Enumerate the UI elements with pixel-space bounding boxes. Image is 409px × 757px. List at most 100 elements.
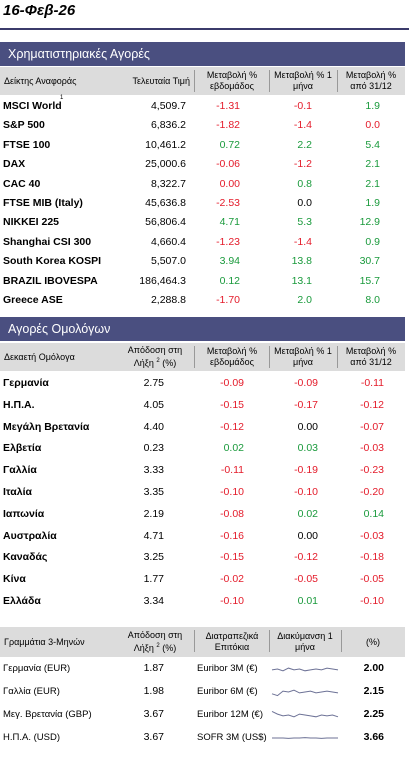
bills-header-yield: Απόδοση στη Λήξη 2 (%) — [118, 627, 192, 657]
equity-last-price: 56,806.4 — [145, 216, 186, 229]
header-separator — [337, 70, 338, 92]
bond-country-name: Η.Π.Α. — [3, 398, 35, 411]
bond-country-name: Μεγάλη Βρετανία — [3, 420, 90, 433]
equity-header-month: Μεταβολή % 1 μήνα — [274, 70, 332, 91]
equity-last-price: 25,000.6 — [145, 158, 186, 171]
equity-row: MSCI World 1 4,509.7 -1.31 -0.1 1.9 — [0, 95, 405, 116]
header-separator — [269, 630, 270, 652]
footnote-marker: 2 — [156, 643, 160, 649]
bonds-header-week: Μεταβολή % εβδομάδος — [206, 346, 258, 367]
bond-yield: 2.75 — [143, 377, 164, 389]
equity-last-price: 4,509.7 — [150, 100, 186, 112]
bill-yield: 3.67 — [143, 731, 164, 743]
equity-index-name: DAX — [3, 158, 26, 171]
bill-yield: 1.98 — [143, 685, 164, 697]
bond-row: Γαλλία 3.33 -0.11 -0.19 -0.23 — [0, 461, 405, 483]
equity-row: FTSE 100 10,461.2 0.72 2.2 5.4 — [0, 136, 405, 155]
bond-row: Καναδάς 3.25 -0.15 -0.12 -0.18 — [0, 548, 405, 570]
bond-week-change: -0.11 — [220, 464, 244, 477]
bond-yield: 3.25 — [143, 551, 164, 564]
bond-yield: 3.34 — [143, 594, 164, 607]
bill-yield: 3.67 — [143, 708, 164, 720]
interbank-rate-value: 3.66 — [363, 731, 384, 743]
bond-week-change: -0.15 — [220, 398, 244, 411]
equity-ytd-change: 1.9 — [365, 196, 380, 209]
bill-yield: 1.87 — [143, 662, 164, 674]
equity-last-price: 10,461.2 — [145, 138, 186, 151]
equity-week-change: -1.23 — [216, 235, 240, 248]
equity-ytd-change: 2.1 — [365, 158, 380, 171]
bond-row: Γερμανία 2.75 -0.09 -0.09 -0.11 — [0, 374, 405, 396]
bond-ytd-change: -0.10 — [360, 594, 384, 607]
header-separator — [269, 346, 270, 368]
bond-ytd-change: 0.14 — [363, 507, 384, 520]
bond-month-change: -0.10 — [294, 485, 318, 498]
bond-week-change: -0.16 — [220, 529, 244, 542]
equity-row: CAC 40 8,322.7 0.00 0.8 2.1 — [0, 175, 405, 194]
trend-sparkline — [272, 737, 338, 739]
equity-ytd-change: 30.7 — [359, 255, 380, 268]
equity-section-title: Χρηματιστηριακές Αγορές — [0, 42, 405, 66]
bill-country-name: Γαλλία (EUR) — [3, 686, 60, 697]
bond-ytd-change: -0.18 — [360, 551, 384, 564]
bond-month-change: 0.02 — [297, 507, 318, 520]
equity-week-change: 0.72 — [219, 138, 240, 151]
equity-ytd-change: 2.1 — [365, 177, 380, 190]
bond-month-change: -0.19 — [294, 464, 318, 477]
equity-ytd-change: 5.4 — [365, 138, 380, 151]
equity-last-price: 45,636.8 — [145, 196, 186, 209]
interbank-rate-name: SOFR 3M (US$) — [197, 732, 267, 743]
bills-header-yield-label: Απόδοση στη Λήξη — [127, 630, 183, 653]
header-separator — [194, 70, 195, 92]
interbank-rate-value: 2.25 — [363, 708, 384, 720]
equity-last-price: 6,836.2 — [150, 119, 186, 132]
bond-ytd-change: -0.03 — [360, 529, 384, 542]
bonds-header-yield-label: Απόδοση στη Λήξη — [127, 345, 183, 368]
interbank-rate-value: 2.00 — [363, 662, 384, 674]
equity-month-change: -0.1 — [293, 100, 312, 112]
bond-country-name: Ιαπωνία — [3, 507, 45, 520]
equity-ytd-change: 12.9 — [359, 216, 380, 229]
equity-row: DAX 25,000.6 -0.06 -1.2 2.1 — [0, 155, 405, 174]
bills-header-row: Γραμμάτια 3-Μηνών Απόδοση στη Λήξη 2 (%)… — [0, 627, 405, 657]
bond-country-name: Καναδάς — [3, 551, 48, 564]
sparkline-path — [271, 689, 339, 697]
equity-month-change: 13.8 — [291, 255, 312, 268]
equity-month-change: -1.4 — [293, 119, 312, 132]
equity-month-change: 0.8 — [297, 177, 312, 190]
equity-index-name: NIKKEI 225 — [3, 216, 60, 229]
bond-yield: 0.23 — [143, 442, 164, 455]
bill-country-name: Γερμανία (EUR) — [3, 663, 71, 674]
bond-week-change: -0.08 — [220, 507, 244, 520]
sparkline-path — [271, 667, 339, 672]
bond-country-name: Κίνα — [3, 573, 26, 586]
bond-ytd-change: -0.05 — [360, 573, 384, 586]
bills-header-trend: Διακύμανση 1 μήνα — [277, 631, 333, 652]
bond-country-name: Αυστραλία — [3, 529, 57, 542]
bill-row: Γερμανία (EUR) 1.87 Euribor 3M (€) 2.00 — [0, 659, 405, 682]
interbank-rate-name: Euribor 3M (€) — [197, 663, 258, 674]
equity-row: FTSE MIB (Italy) 45,636.8 -2.53 0.0 1.9 — [0, 194, 405, 213]
bond-month-change: -0.09 — [294, 377, 318, 389]
equity-month-change: 13.1 — [291, 274, 312, 287]
bond-ytd-change: -0.23 — [360, 464, 384, 477]
bills-header-pct: (%) — [366, 636, 380, 647]
bond-row: Ελβετία 0.23 0.02 0.03 -0.03 — [0, 439, 405, 461]
bond-yield: 3.35 — [143, 485, 164, 498]
bond-yield: 3.33 — [143, 464, 164, 477]
bond-week-change: 0.02 — [223, 442, 244, 455]
bond-country-name: Ιταλία — [3, 485, 32, 498]
equity-header-ytd: Μεταβολή % από 31/12 — [345, 70, 397, 91]
bond-month-change: 0.03 — [297, 442, 318, 455]
equity-ytd-change: 0.0 — [365, 119, 380, 132]
equity-row: Greece ASE 2,288.8 -1.70 2.0 8.0 — [0, 291, 405, 310]
equity-table: MSCI World 1 4,509.7 -1.31 -0.1 1.9 S&P 500 6,8… — [0, 95, 405, 310]
equity-last-price: 5,507.0 — [150, 255, 186, 268]
equity-index-name: South Korea KOSPI — [3, 255, 102, 268]
bond-row: Ελλάδα 3.34 -0.10 0.01 -0.10 — [0, 592, 405, 614]
equity-index-name: BRAZIL IBOVESPA — [3, 274, 98, 287]
bond-month-change: -0.17 — [294, 398, 318, 411]
bill-country-name: Η.Π.Α. (USD) — [3, 732, 60, 743]
footnote-marker: 1 — [60, 95, 64, 101]
trend-sparkline — [271, 710, 339, 718]
